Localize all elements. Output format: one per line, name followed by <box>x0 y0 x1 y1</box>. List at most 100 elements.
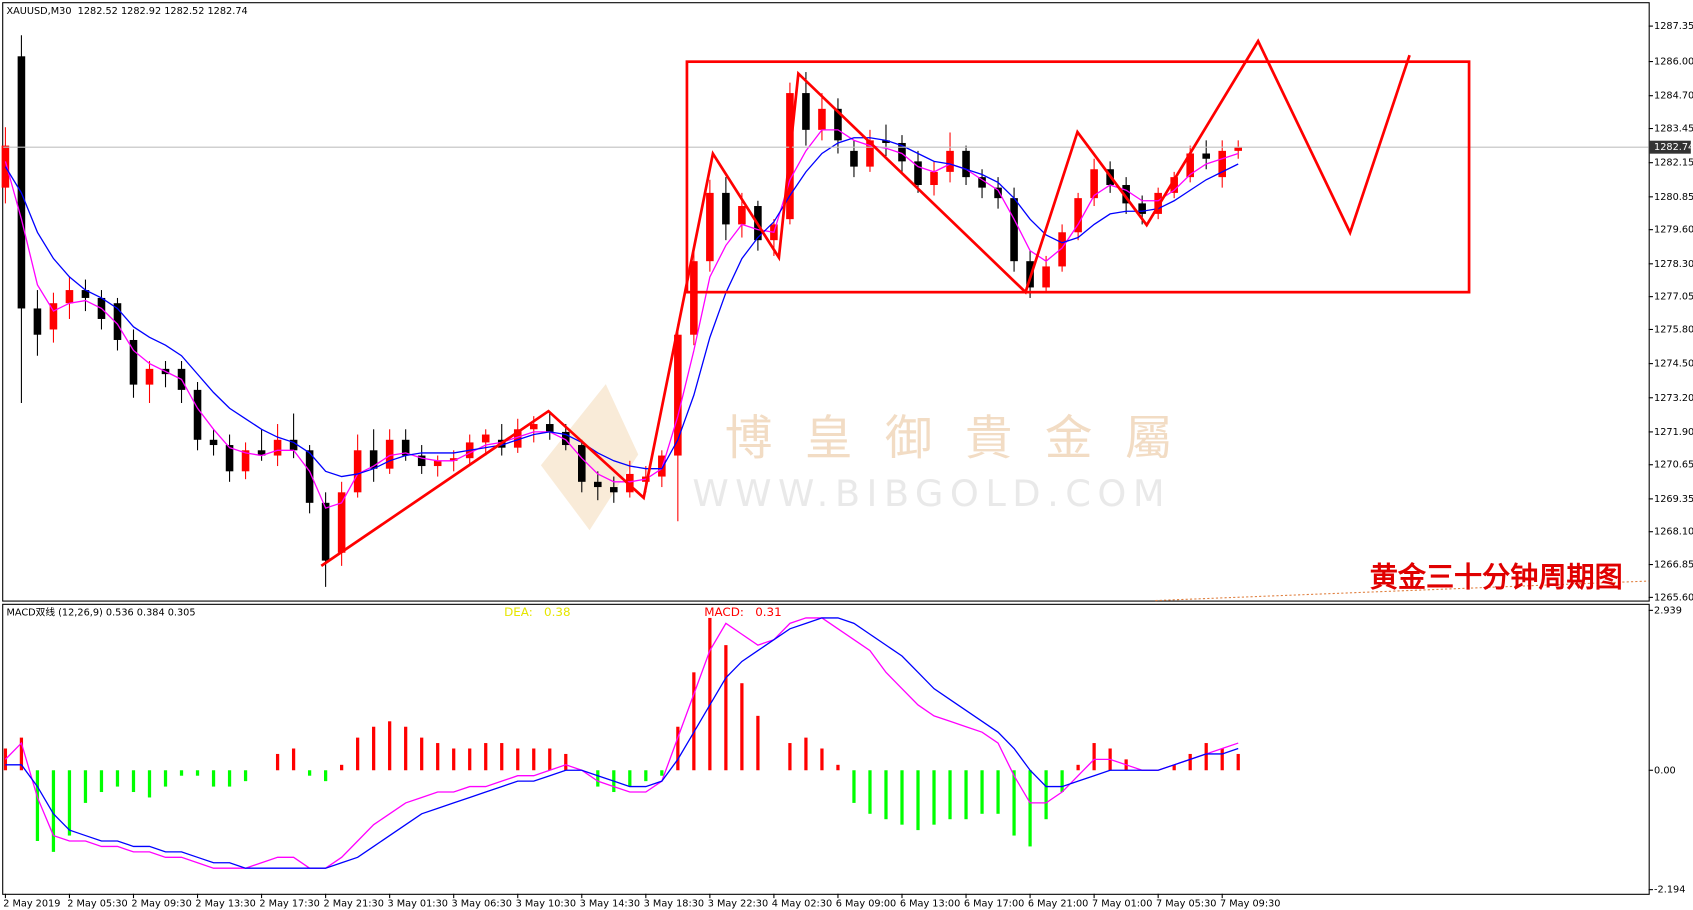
histogram-bar <box>35 770 40 841</box>
histogram-bar <box>1076 764 1080 771</box>
candle-body <box>690 261 698 335</box>
histogram-bar <box>788 743 792 771</box>
y-tick-label: 1282.15 <box>1654 158 1693 169</box>
y-tick-label: 1275.80 <box>1654 324 1693 335</box>
histogram-bar <box>211 770 216 787</box>
candle-body <box>610 487 618 493</box>
y-tick-label: 1279.60 <box>1654 225 1693 236</box>
x-tick-label: 3 May 18:30 <box>644 899 704 910</box>
y-tick-label: 0.00 <box>1654 765 1676 776</box>
histogram-bar <box>340 764 344 771</box>
x-tick-label: 6 May 17:00 <box>964 899 1024 910</box>
annotations <box>320 38 1649 602</box>
candle-body <box>417 455 426 467</box>
candle-body <box>1170 177 1178 193</box>
candle-body <box>433 460 442 467</box>
candle-body <box>529 424 538 430</box>
histogram-bar <box>452 748 456 771</box>
candle-body <box>594 481 602 488</box>
histogram-bar <box>99 770 104 793</box>
y-tick-label: 1269.35 <box>1654 494 1693 505</box>
histogram-bar <box>996 770 1000 814</box>
candle-body <box>658 455 666 477</box>
histogram-bar <box>243 770 248 782</box>
candle-body <box>225 445 234 472</box>
x-tick-label: 3 May 06:30 <box>452 899 512 910</box>
histogram-bar <box>660 770 664 776</box>
histogram-bar <box>948 770 952 820</box>
candle-body <box>241 450 250 472</box>
candle-body <box>81 290 90 298</box>
histogram-bar <box>932 770 936 825</box>
indicator-line <box>4 129 1239 509</box>
histogram-bar <box>1188 753 1192 771</box>
y-tick-label: 2.939 <box>1654 605 1682 616</box>
histogram-bar <box>628 770 632 787</box>
candle-body <box>257 450 266 456</box>
candle-body <box>385 439 394 469</box>
histogram-bar <box>356 737 360 771</box>
histogram-bar <box>19 737 24 771</box>
candle-body <box>850 150 858 167</box>
candle-body <box>513 429 522 448</box>
candle-body <box>722 192 730 225</box>
last-price-label: 1282.74 <box>1654 142 1693 153</box>
candle-body <box>802 93 810 130</box>
candle-body <box>353 450 362 493</box>
candle-body <box>1234 147 1243 151</box>
macd-frame <box>2 603 1650 895</box>
candle-body <box>626 473 634 493</box>
candle-body <box>1218 150 1226 178</box>
candle-body <box>962 150 970 178</box>
candle-body <box>1154 192 1162 214</box>
candle-body <box>1138 203 1146 214</box>
histogram-bar <box>420 737 424 771</box>
y-tick-label: 1277.05 <box>1654 292 1693 303</box>
histogram-bar <box>83 770 88 803</box>
y-tick-label: 1280.85 <box>1654 192 1693 203</box>
histogram-bar <box>516 748 520 771</box>
x-tick-label: 3 May 22:30 <box>708 899 768 910</box>
candle-body <box>273 439 282 456</box>
x-tick-label: 7 May 01:00 <box>1092 899 1152 910</box>
indicator-line <box>4 617 1239 869</box>
candle-body <box>946 150 954 172</box>
candle-body <box>994 187 1002 199</box>
histogram-bar <box>404 726 408 771</box>
histogram-bar <box>868 770 872 814</box>
y-tick-label: 1273.20 <box>1654 393 1693 404</box>
candle-body <box>481 434 490 443</box>
y-tick-label: 1274.50 <box>1654 359 1693 370</box>
x-tick-label: 2 May 21:30 <box>323 899 383 910</box>
watermark-name: 博 皇 御 貴 金 屬 <box>725 411 1181 466</box>
candle-body <box>914 161 922 186</box>
macd-header: MACD双线 (12,26,9) 0.536 0.384 0.305 <box>6 605 195 618</box>
candle-body <box>1090 169 1098 199</box>
range-box <box>685 60 1471 294</box>
histogram-bar <box>644 770 648 782</box>
watermark: 博 皇 御 貴 金 屬 WWW.BIBGOLD.COM <box>540 384 1181 531</box>
histogram-bar <box>980 770 984 814</box>
x-tick-label: 6 May 13:00 <box>900 899 960 910</box>
candle-body <box>193 389 202 440</box>
candle-body <box>401 439 410 456</box>
x-tick-label: 7 May 05:30 <box>1156 899 1216 910</box>
histogram-bar <box>852 770 856 803</box>
wave-path <box>320 38 1411 568</box>
candle-body <box>209 439 218 446</box>
candle-body <box>561 431 570 446</box>
y-tick-label: 1265.60 <box>1654 592 1693 603</box>
y-tick-label: 1286.00 <box>1654 57 1693 68</box>
histogram-bar <box>1204 743 1208 771</box>
indicator-line <box>4 137 1239 478</box>
candle-body <box>145 368 154 385</box>
candle-body <box>1074 198 1082 233</box>
candle-body <box>449 458 458 461</box>
histogram-bar <box>804 737 808 771</box>
histogram-bar <box>147 770 152 798</box>
histogram-bar <box>708 617 712 771</box>
